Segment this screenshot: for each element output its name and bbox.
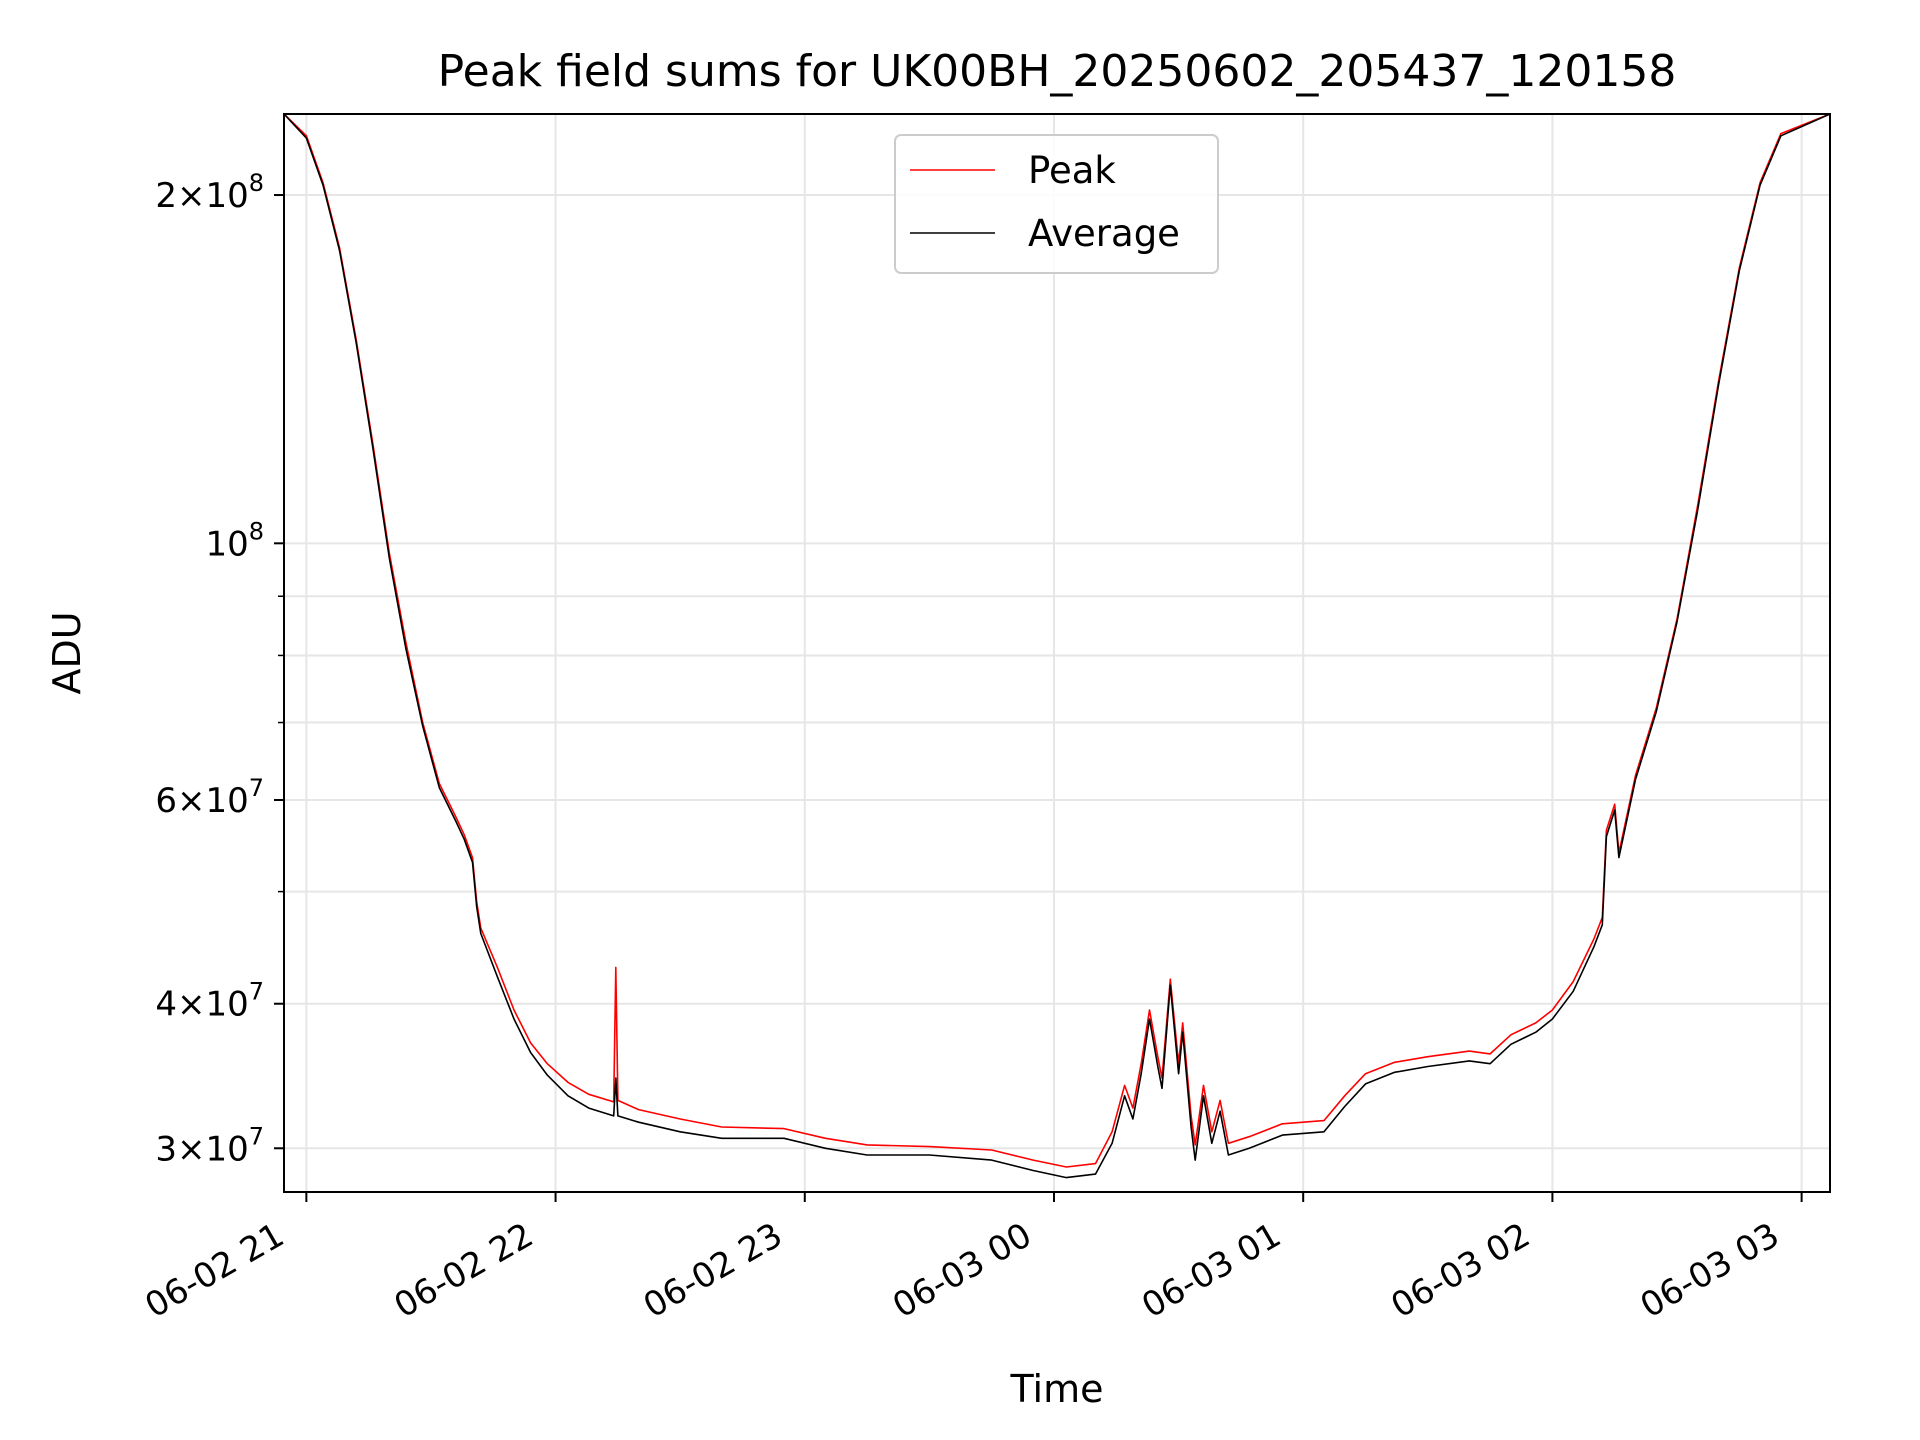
y-tick-label-0: 3×107 [155,1122,264,1169]
y-axis: 3×107 4×107 6×107 108 2×108 [155,169,284,1169]
y-tick-label-3: 108 [205,517,264,564]
y-tick-label-2: 6×107 [155,774,264,821]
legend-label-peak: Peak [1028,149,1116,192]
legend-label-average: Average [1028,212,1180,255]
legend: Peak Average [894,134,1219,274]
series-line-average [283,113,1831,1179]
chart-title: Peak field sums for UK00BH_20250602_2054… [438,46,1677,97]
x-axis-label: Time [1010,1367,1104,1411]
series-group [283,113,1831,1179]
y-tick-label-1: 4×107 [155,978,264,1025]
plot-frame [283,113,1831,1193]
y-tick-label-4: 2×108 [155,169,264,216]
grid [284,114,1830,1192]
y-axis-label: ADU [45,611,89,694]
